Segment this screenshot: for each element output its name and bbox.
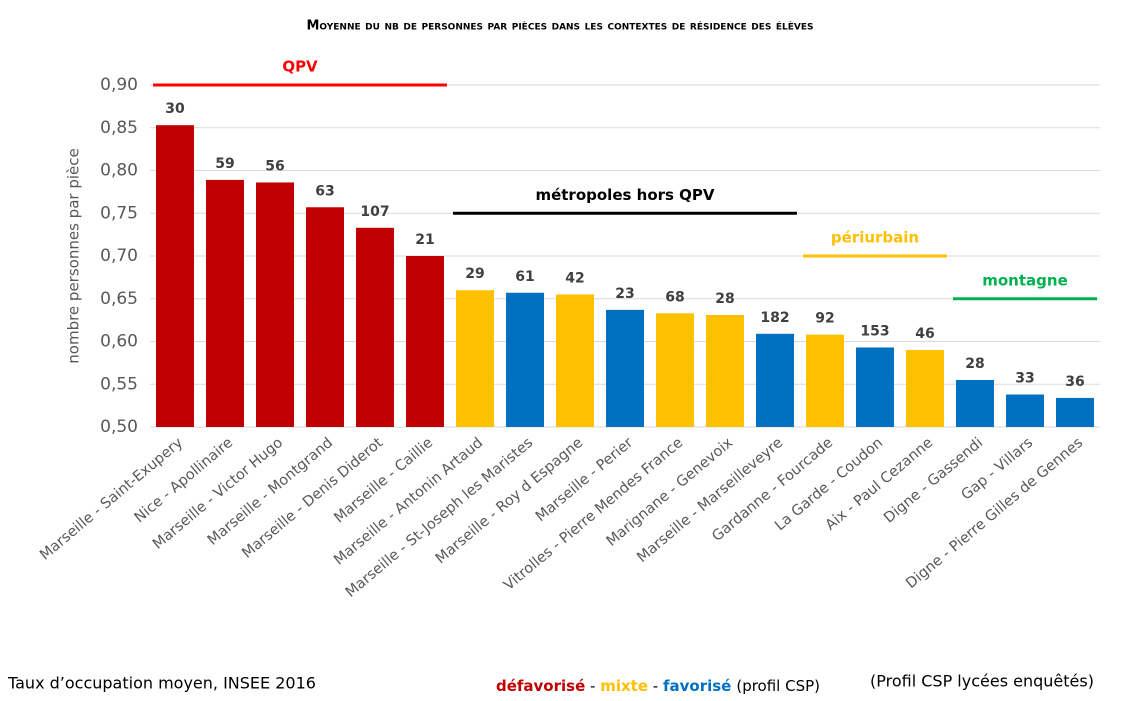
x-tick-label: Digne - Pierre Gilles de Gennes [903, 435, 1086, 592]
legend-entry: favorisé [663, 677, 731, 695]
bar-label: 21 [415, 232, 434, 248]
bar-label: 33 [1015, 371, 1034, 387]
bar [706, 314, 744, 427]
bar [206, 179, 244, 427]
y-tick-label: 0,65 [100, 289, 138, 309]
bar-label: 36 [1065, 374, 1084, 390]
legend: défavorisé - mixte - favorisé (profil CSP… [496, 677, 820, 695]
bar-label: 68 [665, 289, 684, 305]
bar-label: 107 [360, 204, 389, 220]
bar-label: 153 [860, 323, 889, 339]
legend-separator: - [648, 677, 663, 695]
bar-label: 28 [965, 356, 984, 372]
group-label: métropoles hors QPV [535, 186, 714, 204]
bar [806, 334, 844, 427]
source: Taux d’occupation moyen, INSEE 2016 [7, 674, 316, 693]
bar-label: 56 [265, 158, 284, 174]
bar [856, 347, 894, 427]
bar-label: 23 [615, 286, 634, 302]
bar [306, 207, 344, 427]
y-tick-label: 0,75 [100, 203, 138, 223]
y-tick-label: 0,60 [100, 332, 138, 352]
bar [1006, 394, 1044, 427]
bar-label: 30 [165, 101, 185, 117]
bar [506, 292, 544, 427]
note: (Profil CSP lycées enquêtés) [870, 672, 1094, 691]
bar [606, 309, 644, 427]
bar-label: 63 [315, 183, 334, 199]
bar [656, 313, 694, 427]
chart-title: Moyenne du nb de personnes par pièces da… [306, 19, 813, 34]
y-tick-label: 0,55 [100, 374, 138, 394]
bar-label: 182 [760, 310, 789, 326]
y-axis-label: nombre personnes par pièce [65, 148, 83, 363]
bar-label: 92 [815, 311, 834, 327]
bar [906, 350, 944, 427]
bar [956, 379, 994, 427]
bar-label: 29 [465, 266, 484, 282]
bar-label: 28 [715, 291, 734, 307]
bar [456, 290, 494, 427]
bar [156, 125, 194, 427]
bar-label: 46 [915, 326, 934, 342]
bar [356, 227, 394, 427]
group-label: montagne [982, 271, 1068, 289]
legend-note: (profil CSP) [736, 677, 820, 695]
y-tick-label: 0,85 [100, 118, 138, 138]
bar [1056, 397, 1094, 427]
y-tick-label: 0,70 [100, 246, 138, 266]
group-label: QPV [282, 58, 318, 76]
bar-label: 61 [515, 269, 534, 285]
y-tick-label: 0,90 [100, 75, 138, 95]
bar [556, 294, 594, 427]
bar [406, 256, 444, 427]
group-label: périurbain [831, 229, 919, 247]
bar-label: 42 [565, 270, 584, 286]
legend-entry: défavorisé [496, 677, 585, 695]
bar-label: 59 [215, 156, 234, 172]
bar [756, 333, 794, 427]
x-tick-label: Vitrolles - Pierre Mendes France [501, 435, 686, 594]
legend-separator: - [585, 677, 600, 695]
y-tick-label: 0,50 [100, 417, 138, 437]
y-tick-label: 0,80 [100, 161, 138, 181]
bar [256, 182, 294, 427]
legend-entry: mixte [600, 677, 648, 695]
